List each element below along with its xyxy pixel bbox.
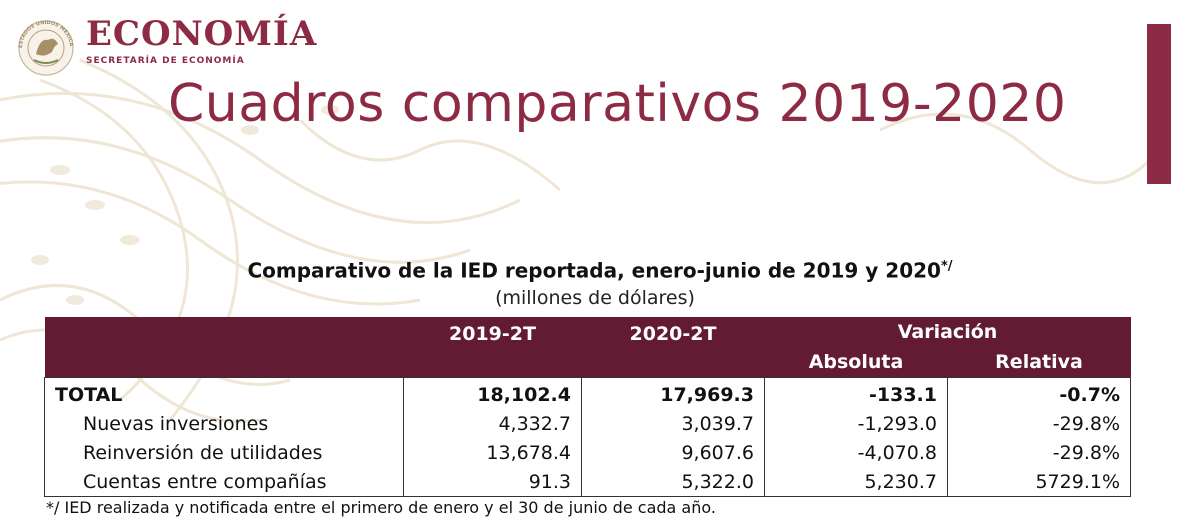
- table-subtitle: (millones de dólares): [495, 287, 695, 309]
- table-row: Cuentas entre compañías 91.3 5,322.0 5,2…: [44, 467, 1132, 497]
- column-header-2020: 2020-2T: [581, 317, 765, 378]
- ied-table: 2019-2T 2020-2T Variación Absoluta Relat…: [44, 317, 1132, 497]
- row-label: Nuevas inversiones: [44, 409, 404, 438]
- column-header-absoluta: Absoluta: [764, 347, 948, 378]
- value-absoluta: 5,230.7: [764, 467, 948, 497]
- value-2020: 3,039.7: [581, 409, 765, 438]
- value-2019: 13,678.4: [403, 438, 582, 467]
- footnote: */ IED realizada y notificada entre el p…: [46, 498, 716, 517]
- seal-logo: ESTADOS UNIDOS MEXICANOS: [14, 14, 74, 76]
- value-relativa: -0.7%: [946, 377, 1132, 409]
- brand-name: ECONOMÍA: [86, 14, 318, 54]
- table-row: Nuevas inversiones 4,332.7 3,039.7 -1,29…: [44, 409, 1132, 438]
- value-2019: 4,332.7: [403, 409, 582, 438]
- header-blank-2: [44, 347, 404, 378]
- value-2020: 5,322.0: [581, 467, 765, 497]
- value-2019: 18,102.4: [403, 377, 582, 409]
- value-absoluta: -133.1: [764, 377, 948, 409]
- column-header-variacion: Variación: [764, 317, 1131, 347]
- header-blank: [44, 317, 404, 347]
- value-relativa: -29.8%: [946, 409, 1132, 438]
- value-absoluta: -4,070.8: [764, 438, 948, 467]
- table-title: Comparativo de la IED reportada, enero-j…: [0, 252, 1200, 286]
- page-title: Cuadros comparativos 2019-2020: [168, 74, 1067, 134]
- column-header-2019: 2019-2T: [403, 317, 582, 378]
- row-label: Reinversión de utilidades: [44, 438, 404, 467]
- value-2019: 91.3: [403, 467, 582, 497]
- value-2020: 9,607.6: [581, 438, 765, 467]
- table-title-note: */: [940, 259, 953, 274]
- brand-subtitle: SECRETARÍA DE ECONOMÍA: [86, 56, 245, 66]
- row-label: TOTAL: [44, 377, 404, 409]
- table-row: Reinversión de utilidades 13,678.4 9,607…: [44, 438, 1132, 467]
- value-2020: 17,969.3: [581, 377, 765, 409]
- value-relativa: -29.8%: [946, 438, 1132, 467]
- value-relativa: 5729.1%: [946, 467, 1132, 497]
- table-title-text: Comparativo de la IED reportada, enero-j…: [247, 258, 941, 283]
- row-label: Cuentas entre compañías: [44, 467, 404, 497]
- brand: ECONOMÍA SECRETARÍA DE ECONOMÍA: [86, 14, 317, 66]
- value-absoluta: -1,293.0: [764, 409, 948, 438]
- column-header-relativa: Relativa: [947, 347, 1131, 378]
- table-row-total: TOTAL 18,102.4 17,969.3 -133.1 -0.7%: [44, 377, 1132, 409]
- accent-bar: [1147, 24, 1171, 184]
